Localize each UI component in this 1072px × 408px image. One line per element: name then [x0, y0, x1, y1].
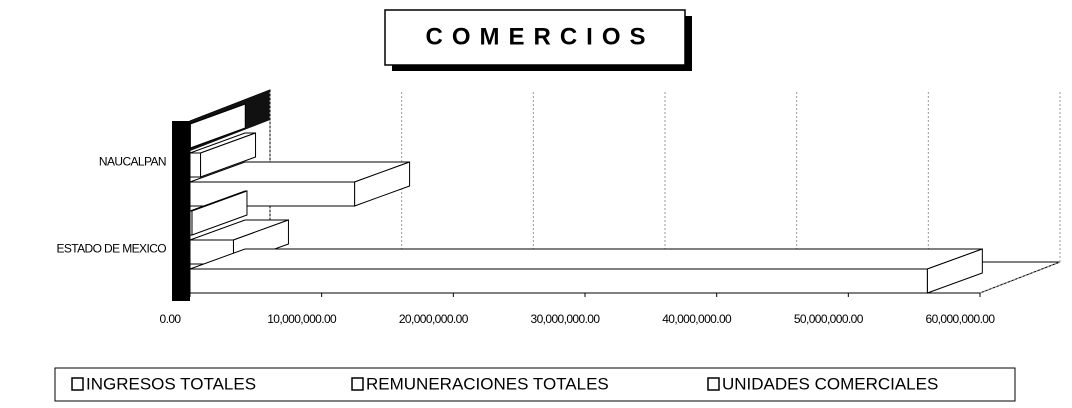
legend-label: INGRESOS TOTALES — [86, 374, 256, 393]
bar-front — [190, 269, 927, 293]
x-tick-label: 50,000,000.00 — [794, 312, 864, 326]
category-label: ESTADO DE MEXICO — [56, 242, 166, 256]
bar-front — [190, 153, 201, 177]
x-tick-label: 20,000,000.00 — [399, 312, 469, 326]
legend-swatch — [352, 378, 363, 390]
x-tick-label: 40,000,000.00 — [662, 312, 732, 326]
x-tick-label: 30,000,000.00 — [531, 312, 601, 326]
legend-swatch — [708, 378, 719, 390]
x-tick-label: 10,000,000.00 — [267, 312, 337, 326]
left-wall-edge — [172, 121, 190, 301]
x-tick-label: 0.00 — [160, 312, 182, 326]
bar-top — [190, 249, 982, 269]
bar-front — [190, 211, 192, 235]
category-label: NAUCALPAN — [99, 155, 166, 169]
bar — [190, 249, 982, 293]
chart-title: COMERCIOS — [425, 23, 654, 50]
legend-label: REMUNERACIONES TOTALES — [366, 374, 609, 393]
legend-swatch — [72, 378, 83, 390]
legend-label: UNIDADES COMERCIALES — [722, 374, 938, 393]
legend: INGRESOS TOTALES REMUNERACIONES TOTALES UN… — [72, 374, 938, 393]
x-tick-label: 60,000,000.00 — [926, 312, 996, 326]
